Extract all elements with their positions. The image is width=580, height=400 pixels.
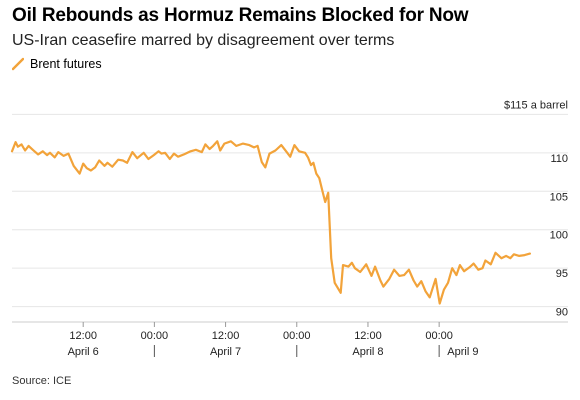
- chart-subtitle: US-Iran ceasefire marred by disagreement…: [12, 32, 395, 49]
- y-tick-label-110: 110: [550, 153, 568, 165]
- x-axis: 12:00 00:00 12:00 00:00 12:00 00:00 April 6 Apr…: [12, 321, 568, 358]
- x-tick-label-5: 00:00: [425, 330, 453, 342]
- x-tick-label-4: 12:00: [354, 330, 382, 342]
- grid-lines: [12, 113, 568, 308]
- day-label-2: April 8: [352, 346, 383, 358]
- y-axis-unit-label: $115 a barrel: [504, 99, 568, 111]
- x-tick-label-1: 00:00: [141, 330, 169, 342]
- day-label-3: April 9: [447, 346, 478, 358]
- y-tick-label-90: 90: [556, 307, 568, 319]
- y-tick-label-95: 95: [556, 268, 568, 280]
- day-label-1: April 7: [210, 346, 241, 358]
- legend-label-brent-futures: Brent futures: [30, 57, 102, 71]
- y-tick-label-105: 105: [550, 191, 568, 203]
- series-lines: [10, 140, 532, 305]
- series-line-brent-futures: [10, 140, 532, 305]
- chart-title: Oil Rebounds as Hormuz Remains Blocked f…: [12, 5, 469, 26]
- y-tick-label-100: 100: [550, 230, 568, 242]
- x-tick-label-0: 12:00: [69, 330, 97, 342]
- y-axis-labels: 90 95 100 105 110 $115 a barrel: [504, 99, 568, 318]
- x-tick-label-3: 00:00: [283, 330, 311, 342]
- source-note: Source: ICE: [12, 375, 72, 387]
- legend-swatch-icon: [12, 57, 24, 71]
- legend: Brent futures: [12, 57, 102, 71]
- x-tick-label-2: 12:00: [212, 330, 240, 342]
- day-label-0: April 6: [68, 346, 99, 358]
